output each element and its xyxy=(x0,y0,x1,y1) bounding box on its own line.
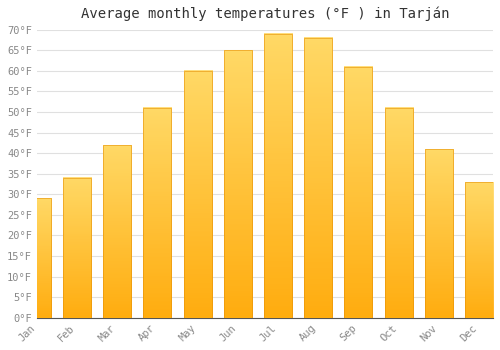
Bar xyxy=(103,145,132,318)
Title: Average monthly temperatures (°F ) in Tarján: Average monthly temperatures (°F ) in Ta… xyxy=(80,7,449,21)
Bar xyxy=(384,108,412,318)
Bar xyxy=(224,50,252,318)
Bar xyxy=(63,178,91,318)
Bar xyxy=(184,71,212,318)
Bar xyxy=(304,38,332,318)
Bar xyxy=(22,198,51,318)
Bar xyxy=(144,108,172,318)
Bar xyxy=(344,66,372,318)
Bar xyxy=(424,149,453,318)
Bar xyxy=(264,34,292,318)
Bar xyxy=(465,182,493,318)
